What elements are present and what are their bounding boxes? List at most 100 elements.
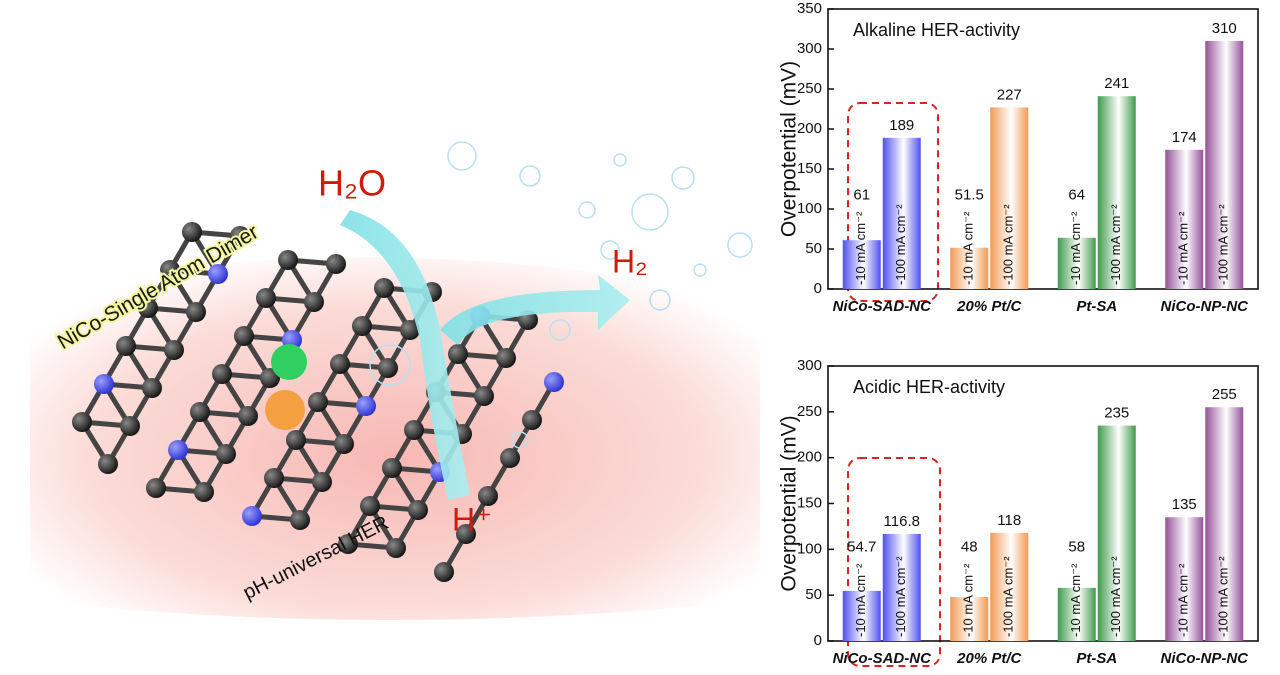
atom bbox=[142, 378, 162, 398]
value-label: 54.7 bbox=[847, 539, 876, 556]
label-hydrogen: H₂ bbox=[612, 243, 648, 279]
y-tick-label: 150 bbox=[797, 160, 822, 177]
y-tick-label: 300 bbox=[797, 40, 822, 57]
atom bbox=[238, 406, 258, 426]
value-label: 235 bbox=[1104, 405, 1129, 422]
atom bbox=[190, 402, 210, 422]
bubbles bbox=[369, 141, 753, 449]
bar bbox=[842, 240, 881, 289]
x-tick-label: Pt-SA bbox=[1076, 298, 1117, 315]
atom bbox=[360, 496, 380, 516]
atom bbox=[146, 478, 166, 498]
y-tick-label: 150 bbox=[797, 494, 822, 511]
bar bbox=[950, 597, 989, 641]
atom bbox=[326, 254, 346, 274]
atom bbox=[160, 260, 180, 280]
value-label: 227 bbox=[997, 86, 1022, 103]
y-tick-label: 100 bbox=[797, 200, 822, 217]
x-tick-label: NiCo-SAD-NC bbox=[833, 298, 932, 315]
atom bbox=[278, 250, 298, 270]
value-label: 48 bbox=[961, 539, 978, 556]
x-tick-label: NiCo-NP-NC bbox=[1161, 650, 1250, 667]
bar-series-label: -100 mA cm⁻² bbox=[1216, 556, 1231, 637]
x-tick-label: Pt-SA bbox=[1076, 650, 1117, 667]
atom bbox=[386, 538, 406, 558]
bar bbox=[882, 533, 921, 641]
value-label: 135 bbox=[1172, 496, 1197, 513]
value-label: 116.8 bbox=[884, 513, 920, 530]
atom bbox=[478, 486, 498, 506]
value-label: 174 bbox=[1172, 129, 1197, 146]
arrow bbox=[440, 275, 630, 345]
bar bbox=[950, 247, 989, 289]
plot-frame bbox=[827, 8, 1259, 290]
bar-series-label: -10 mA cm⁻² bbox=[1068, 211, 1083, 285]
bar-series-label: -100 mA cm⁻² bbox=[1108, 204, 1123, 285]
atom bbox=[94, 374, 114, 394]
bar bbox=[990, 532, 1029, 641]
ni-atom bbox=[271, 344, 307, 380]
chart-title: Acidic HER-activity bbox=[853, 377, 1005, 397]
bar-series-label: -10 mA cm⁻² bbox=[961, 563, 976, 637]
bar bbox=[1097, 425, 1136, 641]
bar-series-label: -100 mA cm⁻² bbox=[1108, 556, 1123, 637]
y-tick-label: 50 bbox=[805, 240, 822, 257]
y-tick-label: 300 bbox=[797, 357, 822, 374]
bar bbox=[882, 137, 921, 289]
x-tick-label: NiCo-SAD-NC bbox=[833, 650, 932, 667]
value-label: 64 bbox=[1068, 187, 1085, 204]
atom bbox=[408, 500, 428, 520]
atom bbox=[330, 354, 350, 374]
atom bbox=[168, 440, 188, 460]
atom bbox=[230, 226, 250, 246]
atom bbox=[400, 320, 420, 340]
atom bbox=[182, 222, 202, 242]
bar-series-label: -10 mA cm⁻² bbox=[853, 211, 868, 285]
atom bbox=[304, 292, 324, 312]
y-tick-label: 350 bbox=[797, 0, 822, 17]
atom bbox=[264, 468, 284, 488]
y-axis-label: Overpotential (mV) bbox=[778, 61, 801, 237]
label-proton: H⁺ bbox=[452, 501, 492, 537]
atom bbox=[404, 420, 424, 440]
highlight-box bbox=[847, 102, 939, 302]
x-tick-label: 20% Pt/C bbox=[956, 650, 1022, 667]
atom bbox=[374, 278, 394, 298]
atom bbox=[312, 472, 332, 492]
atom bbox=[356, 396, 376, 416]
value-label: 61 bbox=[853, 187, 870, 204]
bar bbox=[990, 107, 1029, 290]
bar bbox=[1057, 587, 1096, 641]
atom bbox=[216, 444, 236, 464]
bar-series-label: -10 mA cm⁻² bbox=[961, 211, 976, 285]
bar bbox=[1057, 237, 1096, 289]
bar bbox=[1165, 517, 1204, 641]
atom bbox=[164, 340, 184, 360]
atom bbox=[500, 448, 520, 468]
bar bbox=[1097, 96, 1136, 289]
atom bbox=[338, 534, 358, 554]
atom bbox=[120, 416, 140, 436]
bar-series-label: -10 mA cm⁻² bbox=[853, 563, 868, 637]
bar-series-label: -100 mA cm⁻² bbox=[1001, 556, 1016, 637]
y-tick-label: 100 bbox=[797, 540, 822, 557]
atom bbox=[208, 264, 228, 284]
bar-series-label: -100 mA cm⁻² bbox=[893, 556, 908, 637]
y-axis-label: Overpotential (mV) bbox=[778, 415, 801, 591]
value-label: 51.5 bbox=[955, 187, 984, 204]
atom bbox=[456, 524, 476, 544]
bar bbox=[1205, 41, 1244, 289]
value-label: 255 bbox=[1212, 386, 1237, 403]
bar-series-label: -100 mA cm⁻² bbox=[893, 204, 908, 285]
atom bbox=[382, 458, 402, 478]
y-tick-label: 0 bbox=[814, 632, 822, 649]
atom bbox=[522, 410, 542, 430]
value-label: 58 bbox=[1068, 539, 1085, 556]
atom bbox=[256, 288, 276, 308]
atom bbox=[352, 316, 372, 336]
atom bbox=[434, 562, 454, 582]
atom bbox=[72, 412, 92, 432]
atom bbox=[334, 434, 354, 454]
lattice bbox=[72, 222, 564, 582]
